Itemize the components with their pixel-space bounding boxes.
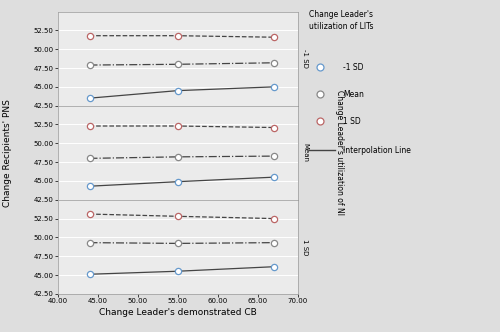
Text: Change Leader's
utilization of LITs: Change Leader's utilization of LITs	[309, 10, 374, 31]
Text: Change Leader's utilization of NI: Change Leader's utilization of NI	[336, 90, 344, 215]
Text: 1 SD: 1 SD	[343, 117, 361, 126]
X-axis label: Change Leader's demonstrated CB: Change Leader's demonstrated CB	[98, 308, 256, 317]
Text: -1 SD: -1 SD	[302, 49, 308, 68]
Text: Interpolation Line: Interpolation Line	[343, 145, 411, 155]
Text: 1 SD: 1 SD	[302, 239, 308, 255]
Text: -1 SD: -1 SD	[343, 63, 363, 72]
Text: Change Recipients' PNS: Change Recipients' PNS	[3, 99, 12, 207]
Text: Mean: Mean	[302, 143, 308, 162]
Text: Mean: Mean	[343, 90, 364, 99]
